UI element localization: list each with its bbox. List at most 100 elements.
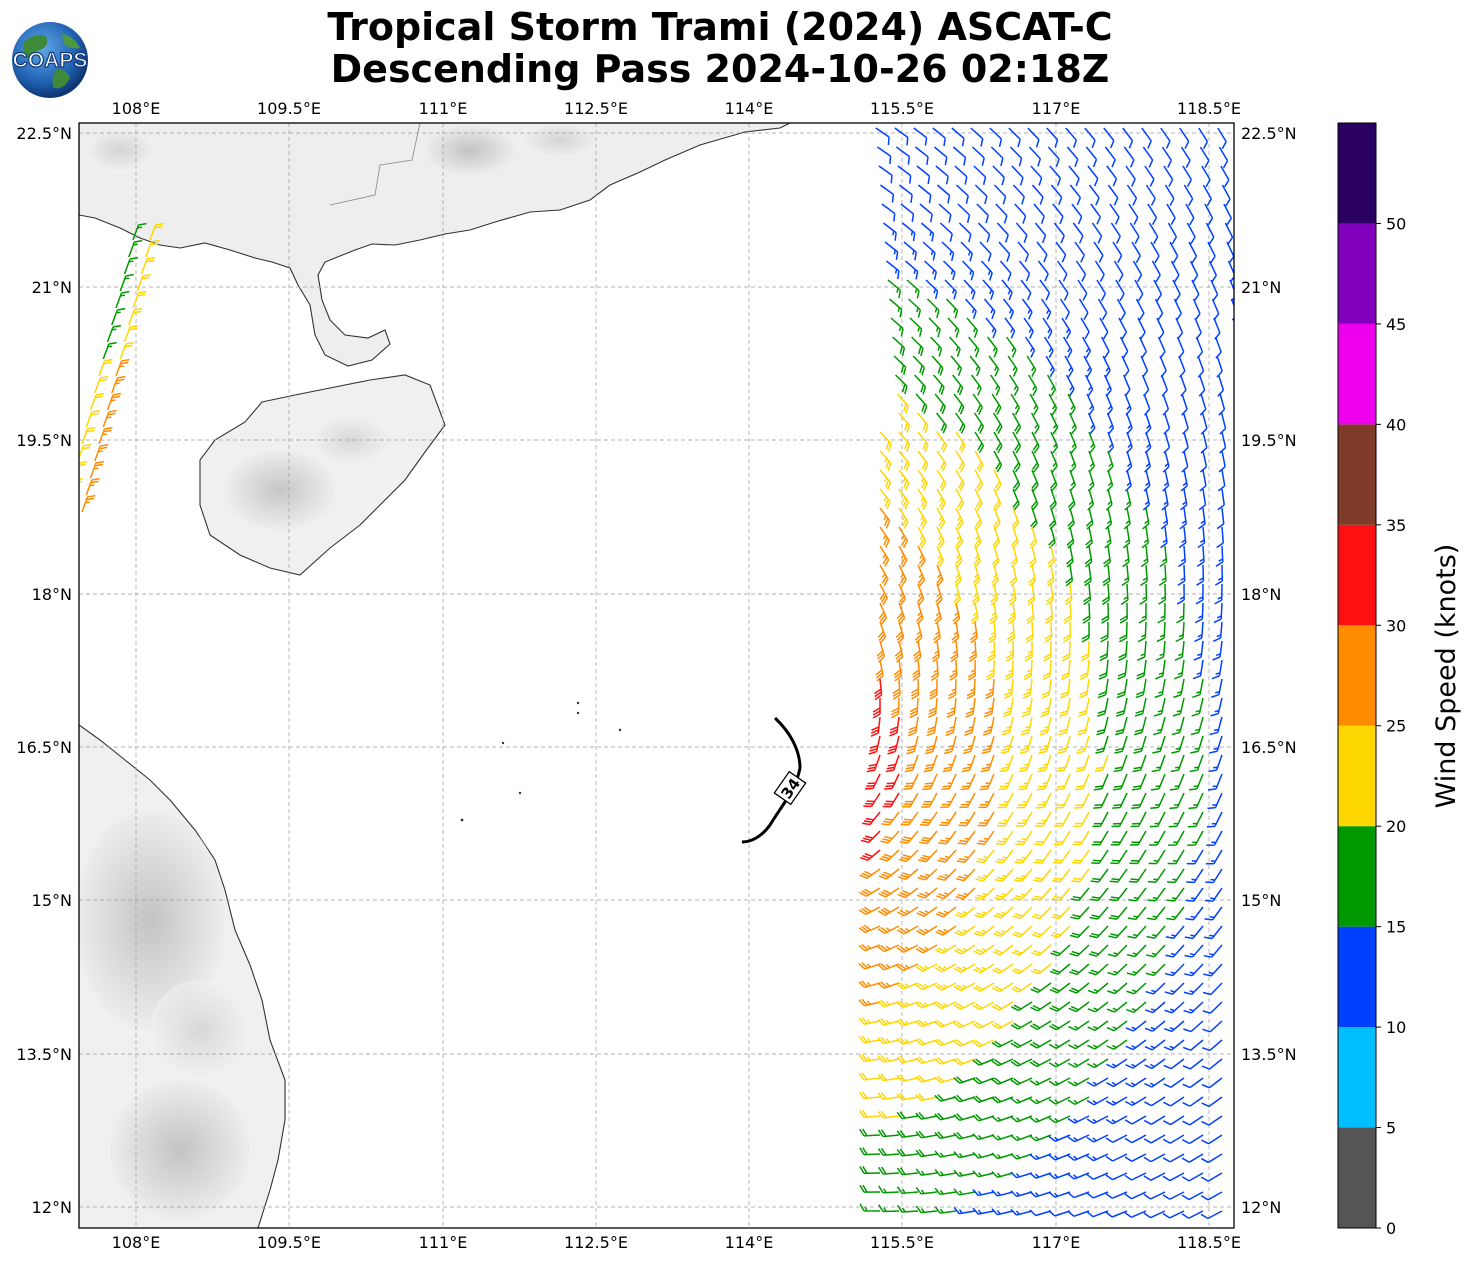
wind-barb — [915, 1019, 938, 1028]
wind-barb — [897, 887, 919, 899]
wind-barb — [1230, 298, 1234, 321]
wind-barb — [1202, 1020, 1223, 1033]
wind-barb — [1213, 602, 1223, 624]
wind-barb — [1122, 127, 1134, 149]
wind-barb — [915, 1186, 938, 1195]
wind-barb — [972, 1188, 995, 1197]
wind-barb — [128, 239, 143, 258]
wind-barb — [1206, 830, 1223, 847]
wind-barb — [1095, 735, 1109, 754]
wind-barb — [956, 849, 976, 864]
wind-barb — [962, 735, 976, 755]
wind-barb — [954, 925, 976, 937]
wind-barb — [943, 735, 957, 755]
wind-barb — [898, 488, 910, 510]
wind-barb — [1203, 944, 1223, 958]
wind-barb — [1062, 336, 1073, 359]
wind-barb — [934, 393, 946, 415]
wind-barb — [1069, 431, 1077, 454]
wind-barb — [1022, 678, 1033, 699]
wind-barb — [915, 963, 938, 972]
wind-barb — [1048, 1134, 1071, 1142]
wind-barb — [1198, 127, 1209, 149]
wind-barb — [898, 526, 909, 549]
wind-barb — [1174, 640, 1185, 661]
wind-barb — [1052, 868, 1071, 883]
wind-barb — [1052, 203, 1064, 225]
wind-barb — [1183, 1001, 1204, 1014]
lat-tick-right: 15°N — [1241, 891, 1281, 910]
lon-tick-top: 109.5°E — [257, 99, 321, 118]
wind-barb — [915, 944, 938, 954]
lat-tick-left: 18°N — [32, 585, 72, 604]
wind-barb — [1122, 526, 1131, 549]
wind-barb — [1210, 697, 1223, 717]
wind-barb — [945, 716, 957, 737]
wind-barb — [974, 184, 988, 205]
wind-barb — [1109, 203, 1120, 225]
wind-barb — [968, 640, 977, 663]
wind-barb — [1010, 1096, 1033, 1104]
wind-barb — [982, 716, 995, 736]
wind-barb — [1163, 1039, 1185, 1051]
wind-barb — [877, 906, 900, 916]
wind-barb — [1035, 792, 1052, 809]
wind-barb — [1045, 602, 1054, 625]
wind-barb — [1067, 1096, 1090, 1106]
wind-barb — [898, 469, 910, 491]
wind-barb — [1125, 1077, 1147, 1088]
wind-barb — [1065, 545, 1074, 568]
wind-barb — [1048, 1209, 1071, 1217]
wind-barb — [858, 962, 881, 970]
wind-barb — [1218, 450, 1226, 473]
wind-barb — [98, 358, 113, 377]
wind-barb — [1124, 1172, 1147, 1181]
wind-barb — [1017, 241, 1029, 263]
wind-barb — [1162, 469, 1170, 492]
wind-barb — [1185, 203, 1195, 226]
wind-barb — [1012, 488, 1020, 511]
wind-barb — [1196, 545, 1205, 568]
wind-barb — [1130, 811, 1147, 828]
wind-barb — [1135, 678, 1147, 699]
wind-barb — [1051, 906, 1071, 920]
wind-barb — [1032, 887, 1052, 901]
wind-barb — [1216, 355, 1223, 378]
wind-barb — [896, 1167, 919, 1176]
wind-barb — [897, 906, 919, 917]
wind-barb — [1010, 1171, 1033, 1179]
wind-barb — [1160, 526, 1168, 549]
wind-barb — [1085, 146, 1098, 168]
wind-barb — [1143, 1210, 1166, 1219]
graticule — [79, 123, 1234, 1228]
wind-barb — [934, 1131, 957, 1140]
wind-barb — [991, 1208, 1014, 1216]
wind-barb — [1179, 127, 1190, 149]
wind-barb — [1165, 925, 1185, 940]
wind-barb — [94, 375, 109, 394]
wind-barb — [1044, 621, 1053, 643]
lon-tick-top: 112.5°E — [564, 99, 628, 118]
wind-barb — [915, 1205, 938, 1214]
wind-barb — [1102, 355, 1111, 378]
map-frame — [78, 122, 1235, 1229]
wind-barb — [1045, 355, 1055, 378]
wind-barb — [1180, 469, 1188, 492]
wind-barb — [953, 1001, 976, 1010]
wind-barb — [953, 393, 965, 415]
wind-barb — [1186, 849, 1204, 865]
wind-barb — [1074, 773, 1090, 791]
wind-barb — [917, 564, 926, 587]
wind-barb — [1188, 773, 1204, 791]
wind-barb — [979, 773, 995, 791]
wind-barb — [896, 1186, 919, 1195]
colorbar-bin — [1338, 1027, 1376, 1128]
wind-barb — [1062, 621, 1072, 643]
wind-barb — [890, 317, 904, 337]
wind-barb — [1166, 203, 1176, 226]
wind-barb — [1123, 146, 1135, 168]
wind-barb — [942, 754, 957, 773]
wind-barb — [967, 659, 976, 681]
wind-barb — [1083, 355, 1093, 378]
wind-barb — [920, 222, 935, 242]
